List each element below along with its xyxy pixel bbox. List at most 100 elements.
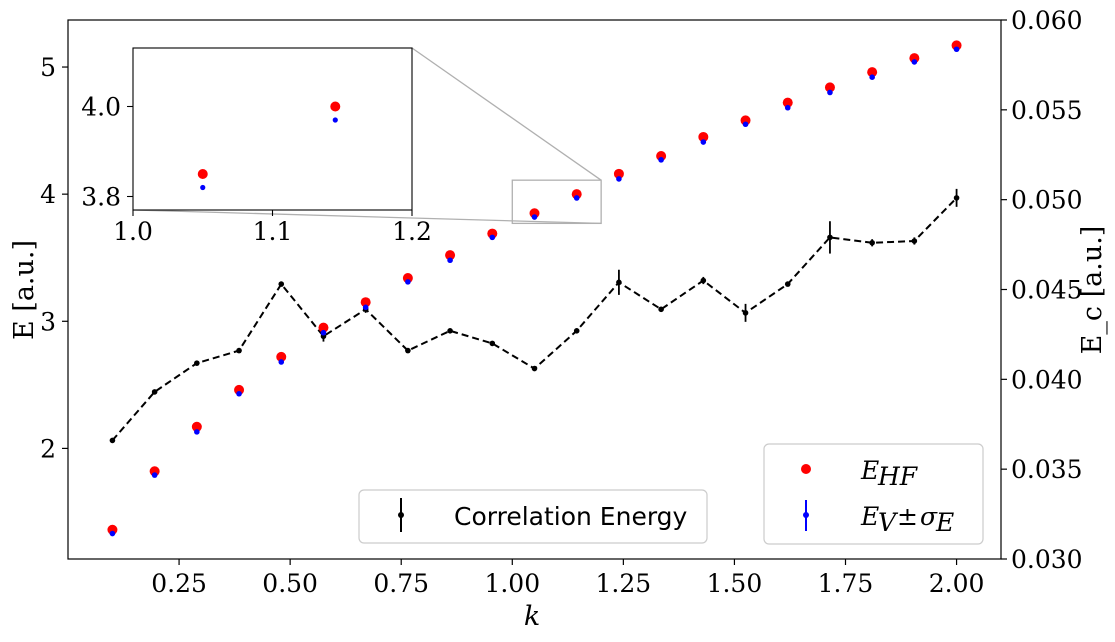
hf-energy-point: [487, 228, 498, 239]
variational-energy-point: [447, 257, 453, 264]
variational-energy-point: [742, 121, 749, 128]
correlation-energy-point: [658, 306, 664, 313]
correlation-energy-point: [278, 281, 285, 287]
correlation-energy-point: [109, 437, 116, 444]
hf-energy-point: [529, 208, 540, 219]
inset-y-tick-label: 4.0: [81, 93, 121, 122]
legend-energies-frame: [763, 443, 984, 545]
inset-y-tick-label: 3.8: [81, 183, 121, 212]
hf-energy-point: [276, 351, 287, 362]
left-y-tick-label: 5: [40, 53, 56, 82]
correlation-energy-point: [742, 310, 749, 316]
inset-x-tick-label: 1.0: [113, 217, 153, 246]
inset-points: [197, 101, 341, 191]
legend-hf-label: E HF: [860, 456, 919, 491]
x-tick-label: 1.75: [818, 569, 874, 598]
variational-energy-point: [362, 304, 369, 311]
indicator-connector-bottom: [132, 209, 602, 225]
correlation-energy-point: [447, 328, 453, 334]
legend-ev-label-sigma: σ: [920, 502, 938, 531]
right-y-axis-title: E_c [a.u.]: [1077, 226, 1108, 355]
hf-energy-point: [909, 53, 920, 64]
hf-energy-point: [571, 189, 582, 200]
hf-energy-point: [402, 273, 413, 284]
hf-energy-point: [613, 168, 624, 179]
legend-hf-marker: [801, 464, 811, 474]
variational-energy-point: [827, 89, 833, 96]
hf-energy-point: [740, 115, 751, 126]
hf-energy-point: [149, 466, 160, 477]
legend-ev-label-E: E: [860, 502, 879, 531]
left-y-tick-label: 3: [40, 307, 56, 336]
inset-ev-point: [200, 184, 206, 191]
variational-energy-points: [109, 46, 960, 537]
left-y-axis-title: E [a.u.]: [9, 240, 40, 340]
legend-correlation-label: Correlation Energy: [454, 502, 688, 531]
correlation-energy-point: [151, 389, 158, 395]
x-tick-label: 1.50: [707, 569, 763, 598]
right-y-axis-ticks: 0.030 0.035 0.040 0.045 0.050 0.055 0.060: [1001, 6, 1083, 574]
variational-energy-point: [531, 214, 538, 220]
hf-energy-point: [107, 524, 118, 535]
correlation-energy-point: [194, 360, 200, 366]
left-y-tick-label: 4: [40, 180, 56, 209]
variational-energy-point: [109, 530, 116, 537]
correlation-energy-point: [827, 234, 833, 241]
x-tick-label: 0.75: [373, 569, 429, 598]
legend-correlation: Correlation Energy: [358, 489, 708, 544]
indicator-connector-top: [411, 47, 602, 181]
legend-ev-label-sub: V: [878, 508, 899, 537]
inset-background: [133, 48, 412, 210]
left-y-axis-ticks: 2 3 4 5: [40, 53, 68, 463]
right-y-tick-label: 0.055: [1011, 96, 1083, 125]
variational-energy-point: [658, 157, 664, 163]
correlation-energy-point: [869, 239, 875, 246]
correlation-energy-point: [489, 340, 496, 347]
variational-energy-point: [320, 329, 327, 336]
left-y-tick-label: 2: [40, 434, 56, 463]
variational-energy-point: [236, 390, 242, 397]
correlation-energy-point: [531, 365, 538, 372]
variational-energy-point: [151, 472, 158, 478]
hf-energy-point: [445, 250, 456, 261]
hf-energy-point: [191, 421, 202, 432]
inset-hf-point: [330, 101, 341, 112]
x-tick-label: 2.00: [929, 569, 985, 598]
variational-energy-point: [278, 359, 285, 365]
variational-energy-point: [616, 176, 622, 182]
hf-energy-point: [656, 151, 667, 162]
correlation-energy-point: [573, 328, 580, 334]
legend-ev-label-sub2: E: [935, 508, 954, 537]
correlation-energy-points: [109, 188, 960, 444]
right-y-tick-label: 0.060: [1011, 6, 1083, 35]
correlation-energy-point: [700, 277, 707, 284]
legend-ev-label-pm: ±: [897, 502, 918, 531]
variational-energy-point: [911, 59, 918, 65]
hf-energy-point: [782, 97, 793, 108]
legend-ev-marker: [803, 512, 809, 518]
variational-energy-point: [700, 139, 707, 145]
correlation-energy-point: [236, 347, 242, 354]
correlation-energy-point: [911, 238, 918, 244]
hf-energy-points: [107, 40, 962, 535]
correlation-energy-point: [405, 347, 411, 354]
x-tick-label: 1.25: [596, 569, 652, 598]
indicator-box: [511, 179, 602, 225]
variational-energy-point: [405, 279, 411, 285]
hf-energy-point: [360, 297, 371, 308]
right-y-tick-label: 0.040: [1011, 365, 1083, 394]
inset-x-tick-label: 1.2: [392, 217, 432, 246]
inset-y-ticks: 3.8 4.0: [81, 93, 133, 212]
legend-ev-label: E V ± σ E: [860, 502, 954, 537]
inset-ev-point: [332, 117, 338, 123]
hf-energy-point: [951, 40, 962, 51]
legend-correlation-marker: [398, 512, 404, 518]
variational-energy-point: [573, 195, 580, 201]
hf-energy-point: [824, 82, 835, 93]
legend-hf-label-E: E: [860, 456, 879, 485]
hf-energy-point: [698, 131, 709, 142]
right-y-tick-label: 0.030: [1011, 545, 1083, 574]
legend-hf-label-sub: HF: [877, 462, 919, 491]
hf-energy-point: [318, 322, 329, 333]
